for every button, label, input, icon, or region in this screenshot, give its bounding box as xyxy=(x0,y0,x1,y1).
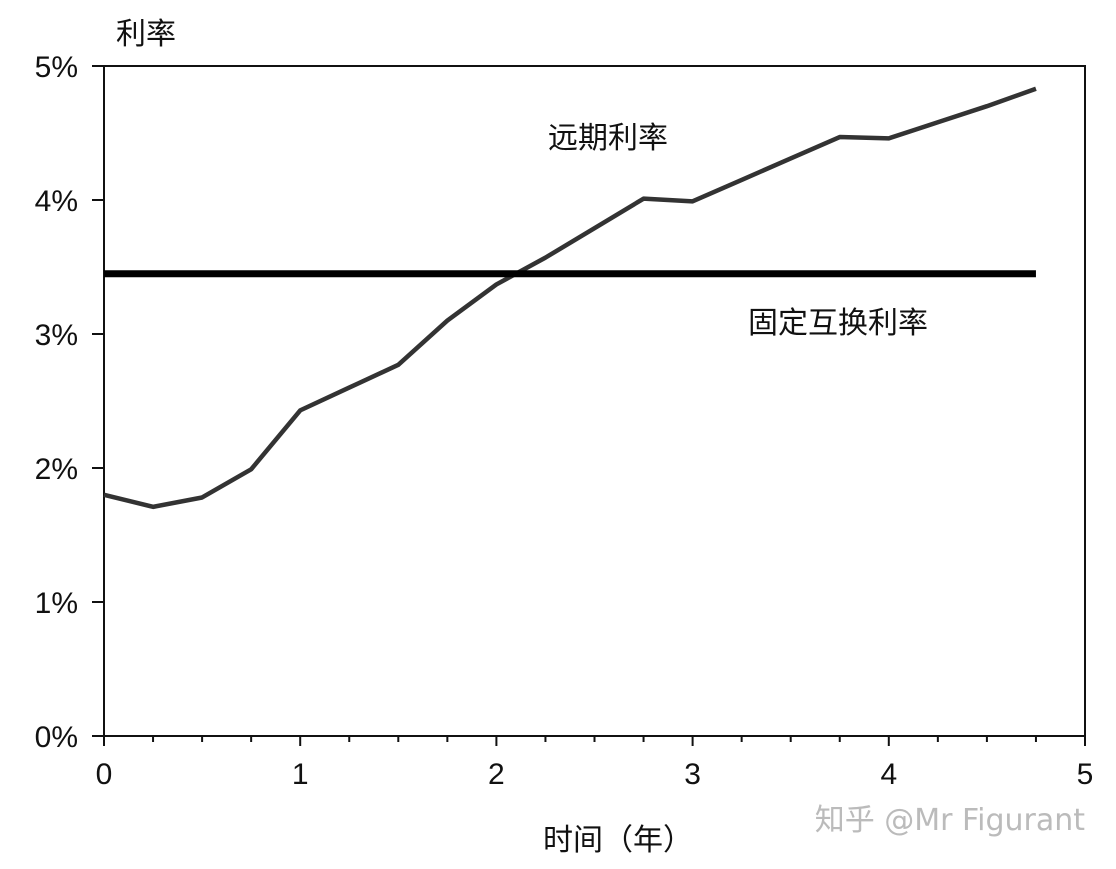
x-tick-label: 0 xyxy=(96,758,113,791)
y-tick-label: 0% xyxy=(35,721,78,754)
y-tick-label: 4% xyxy=(35,185,78,218)
watermark: 知乎 @Mr Figurant xyxy=(815,803,1085,838)
x-tick-label: 1 xyxy=(292,758,309,791)
x-tick-label: 3 xyxy=(684,758,701,791)
plot-frame xyxy=(103,65,1086,737)
x-tick-label: 5 xyxy=(1077,758,1094,791)
y-tick-label: 3% xyxy=(35,319,78,352)
x-tick-label: 4 xyxy=(880,758,897,791)
x-tick-label: 2 xyxy=(488,758,505,791)
x-axis-label: 时间（年） xyxy=(543,823,693,858)
series-line-forward-rate xyxy=(103,86,1037,510)
y-tick-label: 5% xyxy=(35,51,78,84)
series-label-fixed-swap-rate: 固定互换利率 xyxy=(748,306,928,341)
series-label-forward-rate: 远期利率 xyxy=(548,121,668,156)
y-tick-label: 2% xyxy=(35,453,78,486)
y-tick-label: 1% xyxy=(35,587,78,620)
y-axis-label: 利率 xyxy=(116,17,176,52)
